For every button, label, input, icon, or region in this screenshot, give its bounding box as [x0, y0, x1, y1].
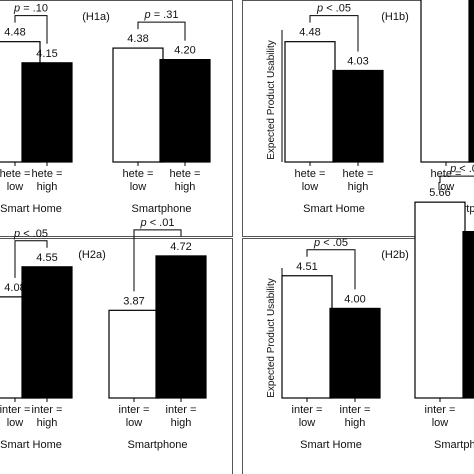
bar-value-label: 4.55 [36, 252, 57, 264]
bar-low [108, 309, 160, 399]
panel-4: (H2b) Expected Product Usability 4.51 inter… [242, 163, 474, 474]
group-label: Smartphone [132, 203, 192, 215]
significance-bracket [133, 229, 182, 292]
bar-value-label: 4.38 [127, 33, 148, 45]
bar-high [159, 58, 211, 163]
bar-category-label: high [37, 417, 58, 429]
bar-category-label: low [7, 417, 24, 429]
bar-low [284, 41, 336, 163]
bar-category-label: low [302, 181, 319, 193]
bar-category-label: low [432, 417, 449, 429]
bar-value-label: 4.00 [344, 293, 365, 305]
p-value-label: p = .10 [13, 3, 48, 15]
p-value-label: p = .31 [144, 9, 179, 21]
panel-2: (H1b) Expected Product Usability 4.48 hete … [242, 0, 474, 237]
bar-category-label: inter = [292, 404, 323, 416]
significance-bracket [439, 175, 474, 184]
bar-category-label: inter = [340, 404, 371, 416]
bar-value-label: 4.51 [296, 261, 317, 273]
group-label: Smart Home [303, 203, 365, 215]
bar-value-label: 4.48 [299, 27, 320, 39]
bar-high [21, 62, 73, 163]
bar-category-label: hete = [170, 168, 201, 180]
significance-bracket [306, 249, 356, 290]
panel-title: (H1b) [381, 11, 409, 23]
bar-high [21, 266, 73, 399]
bar-category-label: inter = [0, 404, 30, 416]
bar-low [414, 201, 466, 399]
bar-category-label: hete = [431, 168, 462, 180]
p-value-label: p < .05 [13, 228, 48, 240]
bar-value-label: 4.72 [170, 241, 191, 253]
significance-bracket [309, 15, 359, 52]
panel-frame [0, 238, 233, 474]
bar-value-label: 4.20 [174, 45, 195, 57]
bar-category-label: low [299, 417, 316, 429]
bar-low [281, 275, 333, 399]
p-value-label: p < .01 [140, 217, 175, 229]
bar-value-label: 4.08 [4, 282, 25, 294]
bar-high [332, 69, 384, 163]
bar-category-label: high [348, 181, 369, 193]
bar-category-label: inter = [119, 404, 150, 416]
bar-category-label: hete = [343, 168, 374, 180]
bar-category-label: hete = [32, 168, 63, 180]
bar-value-label: 4.48 [4, 27, 25, 39]
panel-title: (H2a) [78, 249, 106, 261]
bar-category-label: low [130, 181, 147, 193]
y-axis-label: Expected Product Usability [266, 278, 277, 398]
p-value-label: p < .0 [449, 163, 474, 175]
bar-value-label: 4.15 [36, 48, 57, 60]
bar-category-label: inter = [425, 404, 456, 416]
group-label: Smartphone [128, 439, 188, 451]
bar-value-label: 5.66 [429, 187, 450, 199]
bar-high [468, 0, 474, 163]
bar-category-label: low [126, 417, 143, 429]
panel-frame [242, 0, 474, 237]
significance-bracket [14, 240, 48, 278]
bar-high [462, 231, 474, 399]
group-label: Smart Home [0, 203, 62, 215]
panel-title: (H2b) [381, 249, 409, 261]
y-axis-label: Expected Product Usability [266, 40, 277, 160]
bar-category-label: high [171, 417, 192, 429]
bar-value-label: 4.03 [347, 55, 368, 67]
bar-category-label: hete = [295, 168, 326, 180]
group-label: Smart Home [0, 439, 62, 451]
bar-low [420, 0, 472, 163]
bar-category-label: low [438, 181, 455, 193]
bar-category-label: high [37, 181, 58, 193]
bar-category-label: low [7, 181, 24, 193]
bar-value-label: 3.87 [123, 295, 144, 307]
bar-category-label: inter = [32, 404, 63, 416]
panel-title: (H1a) [82, 11, 110, 23]
bar-category-label: high [175, 181, 196, 193]
bar-high [155, 255, 207, 399]
significance-bracket [14, 15, 48, 44]
p-value-label: p < .05 [313, 237, 348, 249]
group-label: Smart Home [300, 439, 362, 451]
bar-category-label: inter = [166, 404, 197, 416]
bar-category-label: hete = [123, 168, 154, 180]
bar-low [112, 47, 164, 163]
panel-frame [242, 238, 474, 474]
p-value-label: p < .05 [316, 3, 351, 15]
bar-high [329, 307, 381, 399]
group-label: Smartphone [434, 439, 474, 451]
panel-frame [0, 0, 233, 237]
significance-bracket [137, 21, 186, 41]
bar-category-label: hete = [0, 168, 30, 180]
bar-category-label: high [345, 417, 366, 429]
